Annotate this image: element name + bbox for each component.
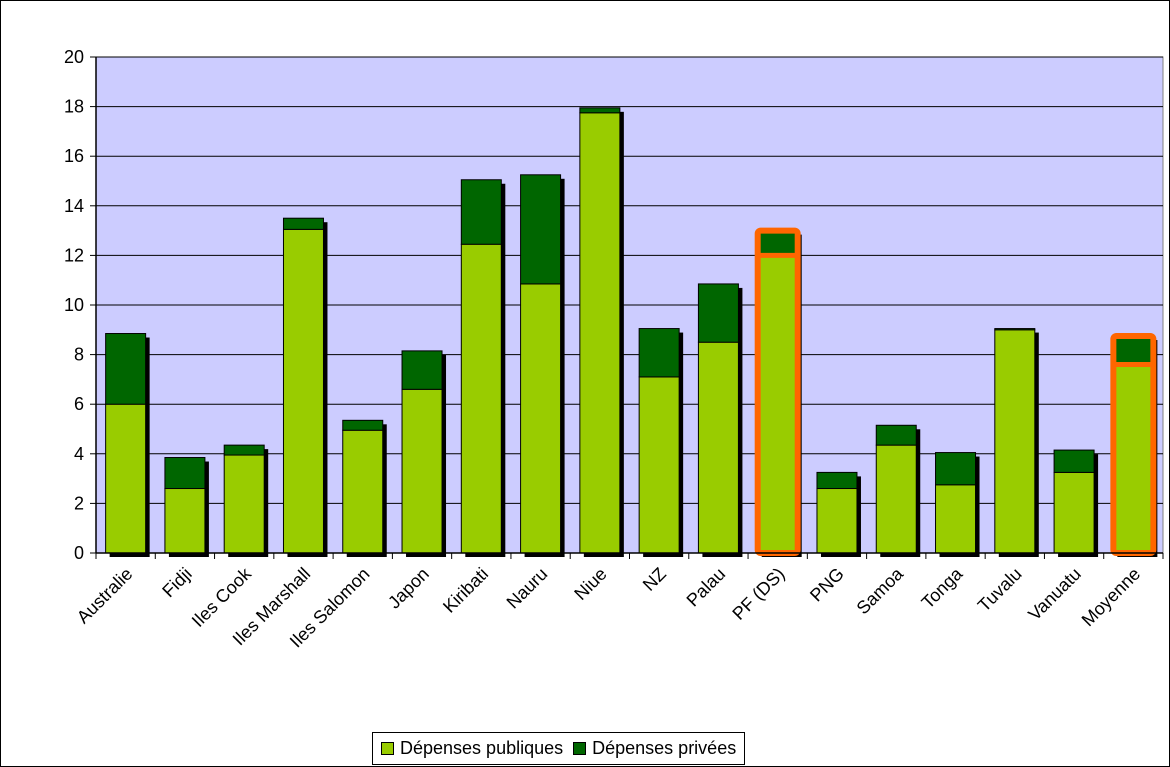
- y-tick-label: 12: [64, 245, 84, 265]
- bar-segment-private: [401, 350, 443, 390]
- y-tick-label: 0: [74, 543, 84, 563]
- y-tick-label: 14: [64, 196, 84, 216]
- x-category-label: Tuvalu: [974, 564, 1026, 616]
- x-category-label: Fidji: [158, 564, 195, 601]
- bar-segment-public: [994, 329, 1036, 554]
- bar-segment-public: [401, 388, 443, 554]
- bar-segment-public: [164, 488, 206, 554]
- y-tick-label: 4: [74, 444, 84, 464]
- x-category-label: Japon: [384, 564, 433, 613]
- x-category-label: Nauru: [503, 564, 552, 613]
- x-category-label: Niue: [570, 564, 610, 604]
- y-tick-label: 6: [74, 394, 84, 414]
- bar-segment-public: [460, 243, 502, 554]
- bar-segment-public: [105, 403, 147, 554]
- x-category-label: PF (DS): [728, 564, 788, 624]
- bar-segment-private: [935, 452, 977, 486]
- x-category-label: NZ: [639, 564, 670, 595]
- legend-item-private: Dépenses privées: [573, 738, 736, 759]
- y-tick-label: 20: [64, 47, 84, 67]
- x-category-label: PNG: [806, 564, 848, 606]
- bar-segment-private: [579, 107, 621, 114]
- bar-segment-public: [1112, 364, 1154, 554]
- x-category-label: Australie: [73, 564, 137, 628]
- bar-segment-private: [223, 444, 265, 456]
- bar-segment-private: [697, 283, 739, 343]
- bar-segment-public: [697, 341, 739, 554]
- legend-label-private: Dépenses privées: [592, 738, 737, 758]
- legend: Dépenses publiques Dépenses privées: [372, 732, 746, 765]
- y-tick-label: 16: [64, 146, 84, 166]
- bar-segment-public: [1053, 471, 1095, 554]
- x-category-label: Kiribati: [439, 564, 492, 617]
- bar-segment-public: [816, 488, 858, 554]
- y-tick-label: 18: [64, 97, 84, 117]
- x-category-label: Vanuatu: [1024, 564, 1085, 625]
- bar-segment-private: [1053, 449, 1095, 473]
- y-tick-label: 10: [64, 295, 84, 315]
- bar-segment-private: [282, 217, 324, 230]
- bar-segment-private: [342, 419, 384, 431]
- bar-segment-public: [282, 228, 324, 554]
- x-category-label: Tonga: [918, 563, 968, 613]
- bar-segment-private: [520, 174, 562, 285]
- bar-segment-private: [164, 457, 206, 490]
- legend-swatch-private: [573, 742, 587, 755]
- bar-segment-public: [875, 444, 917, 554]
- x-category-label: Palau: [683, 564, 730, 611]
- x-category-label: Moyenne: [1078, 564, 1145, 631]
- legend-swatch-public: [381, 742, 394, 755]
- y-tick-label: 8: [74, 345, 84, 365]
- bar-segment-private: [994, 328, 1036, 331]
- bar-segment-public: [520, 283, 562, 554]
- legend-item-public: Dépenses publiques: [381, 738, 563, 759]
- bar-segment-private: [757, 230, 799, 256]
- bar-segment-private: [1112, 335, 1154, 366]
- bar-segment-public: [935, 484, 977, 554]
- bar-segment-public: [579, 112, 621, 554]
- legend-label-public: Dépenses publiques: [400, 738, 564, 758]
- bar-segment-private: [105, 333, 147, 405]
- x-category-label: Samoa: [853, 563, 908, 618]
- bar-segment-private: [638, 328, 680, 378]
- bar-segment-public: [757, 254, 799, 554]
- bar-segment-public: [638, 376, 680, 554]
- bar-segment-private: [816, 471, 858, 490]
- bar-segment-public: [223, 454, 265, 554]
- y-tick-label: 2: [74, 493, 84, 513]
- bar-segment-public: [342, 429, 384, 554]
- bar-segment-private: [875, 424, 917, 446]
- bar-segment-private: [460, 179, 502, 245]
